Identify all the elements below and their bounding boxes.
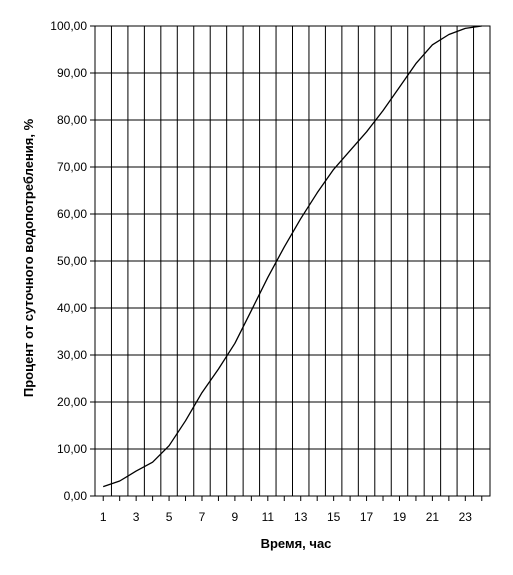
y-tick-label: 80,00	[57, 113, 87, 127]
x-axis-title: Время, час	[261, 536, 332, 551]
x-tick-label: 13	[294, 510, 308, 524]
x-tick-label: 17	[360, 510, 374, 524]
x-tick-label: 1	[100, 510, 107, 524]
x-tick-label: 11	[262, 510, 275, 524]
x-tick-label: 5	[166, 510, 173, 524]
y-tick-label: 0,00	[64, 489, 88, 503]
y-tick-label: 100,00	[50, 19, 87, 33]
y-tick-label: 20,00	[57, 395, 87, 409]
x-tick-label: 21	[426, 510, 440, 524]
y-tick-label: 50,00	[57, 254, 87, 268]
x-tick-label: 15	[327, 510, 341, 524]
y-tick-label: 70,00	[57, 160, 87, 174]
y-tick-label: 40,00	[57, 301, 87, 315]
y-tick-label: 30,00	[57, 348, 87, 362]
x-tick-label: 3	[133, 510, 140, 524]
x-tick-label: 19	[393, 510, 407, 524]
y-tick-label: 90,00	[57, 66, 87, 80]
x-tick-label: 9	[232, 510, 239, 524]
grid	[95, 25, 490, 497]
series-line	[102, 25, 482, 488]
axes	[90, 25, 491, 501]
tick-labels: 0,00 10,00 20,00 30,00 40,00 50,00 60,00 70,00 8…	[50, 19, 472, 524]
y-tick-label: 10,00	[57, 442, 87, 456]
series	[102, 25, 482, 488]
x-tick-label: 23	[459, 510, 473, 524]
y-tick-label: 60,00	[57, 207, 87, 221]
y-axis-title: Процент от суточного водопотребления, %	[21, 118, 36, 397]
x-tick-label: 7	[199, 510, 206, 524]
